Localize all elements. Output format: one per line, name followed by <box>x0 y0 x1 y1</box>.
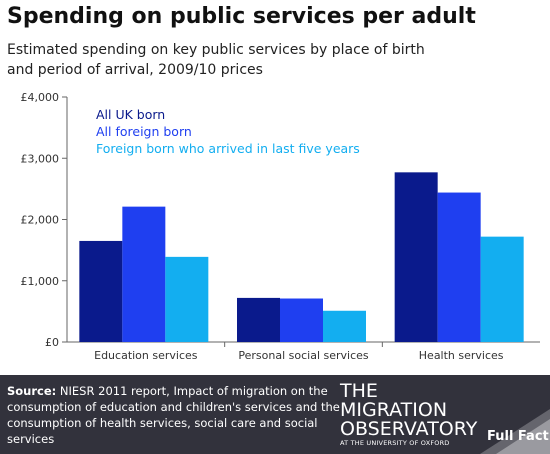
y-tick-label: £3,000 <box>21 152 60 165</box>
logo-line-the: THE <box>340 380 378 402</box>
legend-entry: Foreign born who arrived in last five ye… <box>96 141 360 156</box>
bar <box>323 310 366 342</box>
y-tick-label: £2,000 <box>21 214 60 227</box>
bar <box>165 256 209 342</box>
legend-entry: All UK born <box>96 107 165 122</box>
migration-observatory-logo: THE MIGRATION OBSERVATORY AT THE UNIVERS… <box>340 382 480 448</box>
logo-line-oxford: AT THE UNIVERSITY OF OXFORD <box>340 439 450 447</box>
y-tick-label: £0 <box>45 336 59 349</box>
source-text: NIESR 2011 report, Impact of migration o… <box>7 384 340 446</box>
bar <box>79 240 123 342</box>
bar <box>237 297 280 342</box>
logo-line-migration: MIGRATION <box>340 399 448 421</box>
x-tick-label: Education services <box>94 349 198 362</box>
logo-line-observatory: OBSERVATORY <box>340 418 478 440</box>
y-tick-label: £1,000 <box>21 275 60 288</box>
full-fact-logo-text: Full Fact <box>487 429 549 444</box>
bar <box>437 192 481 342</box>
x-tick-label: Health services <box>419 349 504 362</box>
chart-subtitle: Estimated spending on key public service… <box>7 42 425 78</box>
source-note: Source: NIESR 2011 report, Impact of mig… <box>7 383 342 447</box>
bar <box>280 298 323 342</box>
bar <box>480 236 524 342</box>
full-fact-logo-icon <box>480 409 550 454</box>
footer: Source: NIESR 2011 report, Impact of mig… <box>0 375 550 454</box>
source-label: Source: <box>7 384 57 398</box>
bar <box>394 172 438 342</box>
x-tick-label: Personal social services <box>238 349 369 362</box>
y-tick-label: £4,000 <box>21 91 60 104</box>
legend-entry: All foreign born <box>96 124 192 139</box>
chart-title: Spending on public services per adult <box>7 4 476 29</box>
bar <box>122 206 166 342</box>
bar-chart: £0 £1,000 £2,000 £3,000 £4,000 Education serv… <box>21 91 540 362</box>
